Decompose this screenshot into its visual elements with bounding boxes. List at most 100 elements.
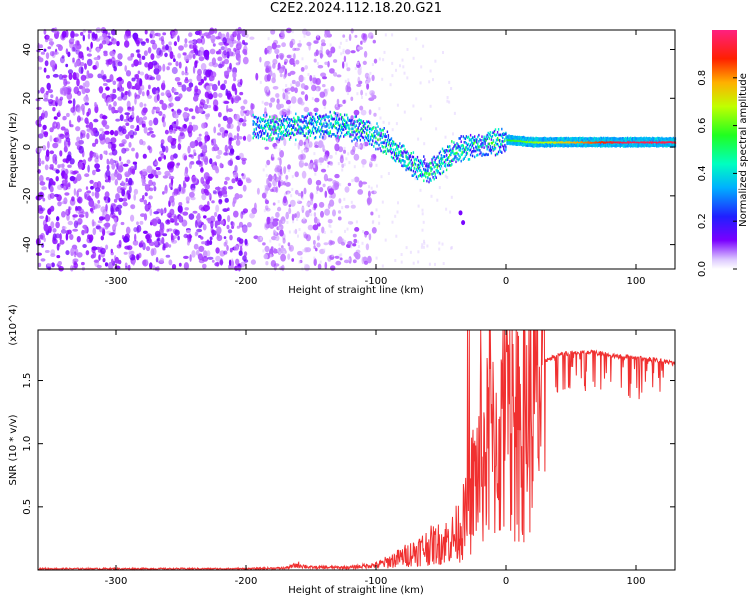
- spectrogram-cell: [347, 182, 352, 187]
- spectrogram-cell: [73, 220, 79, 229]
- spectrogram-cell: [522, 140, 525, 143]
- spectrogram-cell: [375, 127, 377, 131]
- spectrogram-cell: [452, 149, 454, 152]
- spectrogram-cell: [444, 150, 447, 154]
- spectrogram-cell: [93, 57, 100, 61]
- spectrogram-cell: [276, 126, 278, 130]
- spectrogram-cell: [82, 34, 86, 42]
- spectrogram-cell: [348, 257, 351, 261]
- spectrogram-cell: [297, 123, 299, 127]
- spectrogram-cell: [314, 120, 317, 124]
- spectrogram-cell: [313, 117, 316, 121]
- spectrogram-cell: [310, 131, 313, 135]
- spectrogram-cell: [212, 43, 216, 47]
- spectrogram-cell: [165, 219, 171, 225]
- spectrogram-cell: [52, 73, 59, 78]
- spectrogram-cell: [626, 140, 629, 144]
- spectrogram-cell: [354, 176, 360, 183]
- spectrogram-cell: [153, 240, 159, 246]
- spectrogram-cells: [35, 26, 677, 272]
- spectrogram-cell: [303, 134, 305, 137]
- spectrogram-cell: [195, 249, 200, 256]
- spectrogram-cell: [672, 144, 675, 147]
- spectrogram-cell: [89, 234, 94, 242]
- spectrogram-cell: [448, 145, 450, 149]
- spectrogram-cell: [323, 116, 325, 120]
- spectrogram-cell: [362, 136, 365, 140]
- spectrogram-cell: [494, 134, 497, 137]
- spectrogram-cell: [607, 136, 609, 140]
- spectrogram-cell: [207, 104, 212, 109]
- spectrogram-cell: [206, 97, 210, 105]
- spectrogram-cell: [383, 140, 385, 144]
- spectrogram-cell: [51, 262, 55, 268]
- spectrogram-cell: [557, 137, 559, 140]
- spectrogram-cell: [552, 137, 554, 140]
- spectrogram-cell: [75, 141, 81, 147]
- spectrogram-cell: [288, 118, 291, 121]
- spectrogram-cell: [403, 110, 406, 114]
- spectrogram-cell: [668, 138, 670, 142]
- spectrogram-cell: [502, 140, 504, 143]
- spectrogram-cell: [281, 115, 283, 118]
- spectrogram-cell: [606, 144, 608, 147]
- spectrogram-cell: [142, 116, 148, 121]
- spectrogram-cell: [308, 202, 311, 206]
- spectrogram-cell: [537, 137, 539, 140]
- spectrogram-cell: [479, 152, 481, 156]
- spectrogram-cell: [638, 141, 640, 144]
- spectrogram-cell: [242, 135, 247, 141]
- spectrogram-cell: [71, 196, 75, 202]
- spectrogram-cell: [130, 214, 135, 222]
- spectrogram-cell: [355, 124, 357, 127]
- spectrogram-cell: [173, 91, 179, 95]
- spectrogram-cell: [612, 141, 614, 144]
- spectrogram-cell: [183, 123, 187, 129]
- spectrogram-cell: [335, 121, 338, 125]
- spectrogram-cell: [424, 169, 426, 172]
- spectrogram-cell: [541, 142, 543, 146]
- spectrogram-cell: [110, 143, 116, 152]
- spectrogram-cell: [272, 119, 274, 123]
- spectrogram-cell: [316, 185, 320, 192]
- spectrogram-cell: [540, 144, 542, 147]
- spectrogram-cell: [272, 63, 276, 69]
- y-tick-label: -40: [22, 236, 33, 252]
- spectrogram-cell: [328, 239, 333, 246]
- spectrogram-cell: [315, 78, 321, 85]
- spectrogram-cell: [301, 160, 304, 163]
- spectrogram-cell: [497, 144, 500, 148]
- spectrogram-cell: [450, 151, 452, 155]
- spectrogram-cell: [78, 66, 84, 74]
- spectrogram-cell: [586, 137, 588, 140]
- spectrogram-cell: [356, 62, 359, 65]
- spectrogram-cell: [359, 105, 364, 111]
- spectrogram-cell: [439, 157, 442, 160]
- spectrogram-cell: [630, 136, 632, 140]
- spectrogram-cell: [442, 51, 444, 54]
- spectrogram-cell: [330, 114, 332, 118]
- spectrogram-cell: [528, 139, 530, 142]
- spectrogram-cell: [125, 226, 131, 235]
- spectrogram-cell: [57, 261, 62, 266]
- spectrogram-cell: [191, 250, 196, 258]
- spectrogram-cell: [510, 141, 512, 144]
- spectrogram-cell: [406, 150, 408, 154]
- spectrogram-cell: [547, 144, 550, 147]
- spectrogram-cell: [619, 142, 621, 146]
- spectrogram-cell: [187, 145, 191, 154]
- spectrogram-cell: [460, 140, 462, 143]
- spectrogram-cell: [320, 72, 327, 78]
- spectrogram-cell: [300, 91, 305, 95]
- spectrogram-cell: [345, 127, 347, 130]
- spectrogram-cell: [298, 125, 300, 128]
- spectrogram-cell: [598, 140, 601, 144]
- spectrogram-cell: [446, 175, 449, 179]
- spectrogram-cell: [107, 261, 114, 270]
- spectrogram-cell: [254, 132, 256, 136]
- spectrogram-cell: [554, 144, 556, 148]
- spectrogram-cell: [632, 145, 634, 148]
- spectrogram-cell: [233, 245, 239, 251]
- spectrogram-cell: [427, 169, 429, 173]
- spectrogram-cell: [485, 152, 487, 156]
